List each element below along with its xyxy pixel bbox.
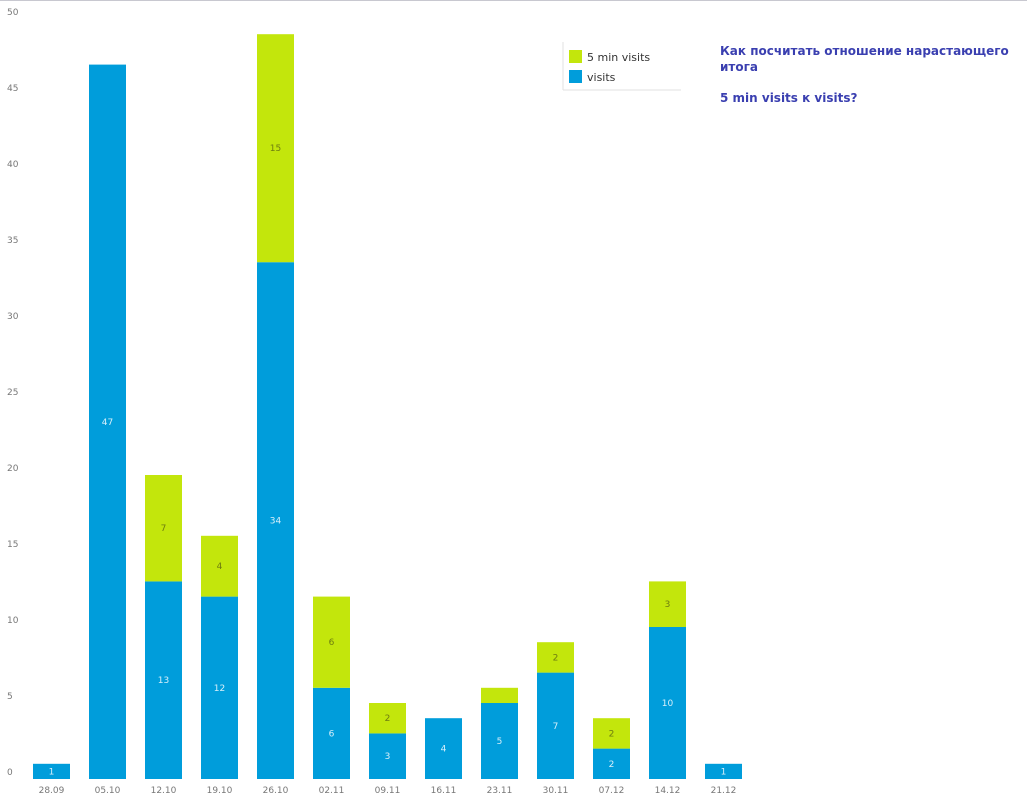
bar-visits — [313, 687, 350, 779]
legend: 5 min visits visits — [562, 42, 681, 91]
question-annotation: Как посчитать отношение нарастающего ито… — [720, 43, 1025, 106]
legend-label-5min: 5 min visits — [587, 51, 650, 64]
data-label-visits: 47 — [102, 418, 113, 428]
x-tick-label: 14.12 — [655, 786, 681, 796]
bar-visits — [89, 64, 126, 780]
question-line-2: 5 min visits к visits? — [720, 91, 858, 105]
bar-5min-visits — [201, 535, 238, 597]
question-line-1: Как посчитать отношение нарастающего ито… — [720, 44, 1009, 74]
data-label-visits: 3 — [385, 752, 391, 762]
y-tick-label: 30 — [7, 312, 19, 322]
y-tick-label: 5 — [7, 692, 13, 702]
data-label-5min-visits: 6 — [329, 638, 335, 648]
bar-visits — [481, 703, 518, 779]
bar-5min-visits — [369, 703, 406, 734]
bar-visits — [369, 733, 406, 779]
bar-visits — [257, 262, 294, 779]
bar-visits — [33, 763, 70, 779]
data-label-5min-visits: 15 — [270, 144, 281, 154]
data-label-visits: 4 — [441, 745, 447, 755]
x-tick-label: 30.11 — [543, 786, 569, 796]
x-tick-label: 23.11 — [487, 786, 513, 796]
y-tick-label: 25 — [7, 388, 18, 398]
x-tick-label: 05.10 — [95, 786, 121, 796]
data-label-visits: 1 — [721, 767, 727, 777]
y-tick-label: 20 — [7, 464, 19, 474]
data-label-5min-visits: 3 — [665, 600, 671, 610]
data-label-visits: 34 — [270, 517, 282, 527]
bars-group: 1 47 13 7 12 4 34 15 6 6 3 2 4 5 7 2 2 2 10 3 1 — [33, 34, 742, 780]
x-tick-label: 02.11 — [319, 786, 345, 796]
bar-visits — [593, 748, 630, 779]
bar-5min-visits — [593, 718, 630, 749]
y-tick-label: 50 — [7, 8, 19, 18]
data-label-visits: 5 — [497, 737, 503, 747]
y-tick-label: 0 — [7, 768, 13, 778]
data-label-5min-visits: 2 — [553, 653, 559, 663]
bar-visits — [201, 596, 238, 779]
x-tick-label: 21.12 — [711, 786, 737, 796]
y-axis: 0 5 10 15 20 25 30 35 40 45 50 — [7, 8, 19, 778]
bar-5min-visits — [145, 475, 182, 582]
y-tick-label: 45 — [7, 84, 18, 94]
data-label-visits: 6 — [329, 729, 335, 739]
data-label-visits: 10 — [662, 699, 674, 709]
x-tick-label: 26.10 — [263, 786, 289, 796]
bar-5min-visits — [481, 687, 518, 703]
y-tick-label: 40 — [7, 160, 19, 170]
top-border-line — [0, 0, 1027, 1]
x-tick-label: 07.12 — [599, 786, 625, 796]
x-tick-label: 16.11 — [431, 786, 457, 796]
legend-swatch-visits — [569, 70, 582, 83]
legend-label-visits: visits — [587, 71, 616, 84]
bar-5min-visits — [313, 596, 350, 688]
data-label-5min-visits: 2 — [385, 714, 391, 724]
x-tick-label: 12.10 — [151, 786, 177, 796]
data-label-visits: 13 — [158, 676, 169, 686]
bar-5min-visits — [257, 34, 294, 263]
y-tick-label: 15 — [7, 540, 18, 550]
data-label-5min-visits: 4 — [217, 562, 223, 572]
data-label-visits: 7 — [553, 722, 559, 732]
x-tick-label: 28.09 — [39, 786, 65, 796]
bar-visits — [649, 627, 686, 779]
bar-visits — [145, 581, 182, 779]
data-label-visits: 1 — [49, 767, 55, 777]
legend-box — [563, 42, 681, 90]
bar-visits — [425, 718, 462, 779]
y-tick-label: 10 — [7, 616, 19, 626]
x-tick-label: 09.11 — [375, 786, 401, 796]
data-label-5min-visits: 7 — [161, 524, 167, 534]
bar-visits — [705, 763, 742, 779]
bar-5min-visits — [537, 642, 574, 673]
data-label-visits: 12 — [214, 684, 225, 694]
bar-5min-visits — [649, 581, 686, 627]
x-axis: 28.09 05.10 12.10 19.10 26.10 02.11 09.11 16.11… — [39, 786, 737, 796]
x-tick-label: 19.10 — [207, 786, 233, 796]
data-label-5min-visits: 2 — [609, 729, 615, 739]
legend-swatch-5min — [569, 50, 582, 63]
bar-visits — [537, 672, 574, 779]
y-tick-label: 35 — [7, 236, 18, 246]
data-label-visits: 2 — [609, 760, 615, 770]
